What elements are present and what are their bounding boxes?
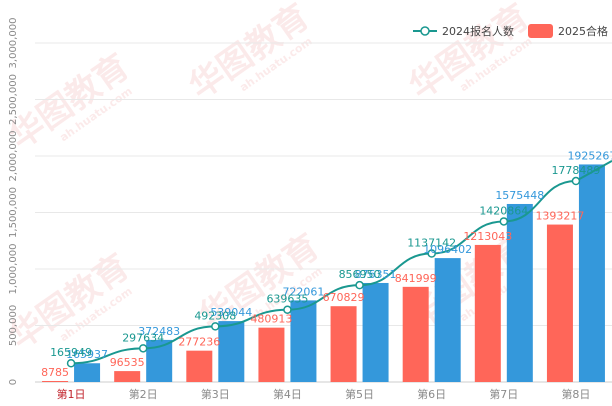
line-value-label: 1420864 — [479, 204, 528, 217]
bar-series — [42, 164, 605, 382]
line-value-label: 1778489 — [551, 164, 600, 177]
x-tick-label: 第8日 — [561, 387, 590, 401]
bar-value-label: 1096402 — [423, 243, 472, 256]
bar-value-label: 722061 — [282, 285, 324, 298]
bar-value-label: 1213043 — [463, 230, 512, 243]
legend-label: 2025合格 — [558, 24, 608, 38]
line-point — [283, 305, 292, 314]
bar — [258, 327, 285, 382]
bar — [402, 286, 429, 382]
y-axis: 0 500,000 1,000,000 1,500,000 2,000,000 2,500… — [8, 18, 19, 386]
bar — [290, 300, 317, 382]
line-point — [427, 249, 436, 258]
bar-value-label: 1925267 — [567, 149, 612, 162]
line-value-label: 639635 — [266, 293, 308, 306]
legend-label: 2024报名人数 — [442, 24, 514, 38]
bar-value-label: 277236 — [178, 336, 220, 349]
y-tick-label: 1,000,000 — [8, 244, 19, 295]
bar — [74, 363, 101, 382]
bar — [42, 381, 69, 382]
x-axis: 第1日 第2日 第3日 第4日 第5日 第6日 第7日 第8日 — [35, 381, 612, 401]
line-value-label: 492308 — [194, 309, 236, 322]
bar-value-label: 480913 — [250, 313, 292, 326]
line-value-label: 856950 — [339, 268, 381, 281]
bar-value-label: 372483 — [138, 325, 180, 338]
line-value-label: 1137142 — [407, 237, 456, 250]
line-point — [138, 344, 148, 353]
x-tick-label: 第7日 — [489, 387, 518, 401]
bar — [218, 321, 245, 382]
x-tick-label: 第1日 — [57, 387, 86, 401]
line-series — [66, 159, 612, 368]
y-tick-label: 500,000 — [8, 305, 19, 346]
bar-value-label: 539044 — [210, 306, 252, 319]
line-value-label: 165949 — [50, 346, 92, 359]
bar — [114, 371, 141, 382]
x-tick-label: 第6日 — [417, 387, 446, 401]
line-point — [355, 280, 364, 290]
bar — [434, 258, 461, 382]
line-point — [499, 217, 509, 226]
legend-line-marker — [420, 26, 430, 36]
x-tick-label: 第3日 — [201, 387, 230, 401]
bar — [506, 203, 533, 382]
data-labels: 8785 96535 277236 480913 670829 841999 1213043… — [41, 149, 612, 379]
y-tick-label: 2,500,000 — [8, 74, 19, 125]
bar — [578, 164, 605, 382]
bar — [546, 224, 573, 382]
y-tick-label: 0 — [8, 379, 19, 385]
line-point — [211, 322, 220, 331]
x-tick-label: 第4日 — [273, 387, 302, 401]
bar — [186, 350, 213, 382]
y-tick-label: 3,000,000 — [8, 18, 19, 69]
bar-value-label: 165937 — [66, 348, 108, 361]
bar — [362, 282, 389, 382]
bar-value-label: 670829 — [323, 291, 365, 304]
y-tick-label: 1,500,000 — [8, 187, 19, 238]
bar — [330, 306, 357, 382]
bar-value-label: 8785 — [41, 366, 69, 379]
legend-bar-swatch — [528, 24, 553, 38]
legend: 2024报名人数 2025合格 — [413, 24, 608, 38]
bar-value-label: 876351 — [355, 268, 397, 281]
line-point — [571, 176, 581, 186]
x-tick-label: 第2日 — [129, 387, 158, 401]
bar-value-label: 1575448 — [495, 189, 544, 202]
bar — [474, 244, 501, 382]
x-tick-label: 第5日 — [345, 387, 374, 401]
line-point — [66, 358, 76, 368]
bar-value-label: 96535 — [110, 356, 145, 369]
bar-value-label: 1393217 — [535, 210, 584, 223]
bar-value-label: 841999 — [395, 272, 437, 285]
y-tick-label: 2,000,000 — [8, 131, 19, 182]
line-value-label: 297634 — [122, 331, 164, 344]
